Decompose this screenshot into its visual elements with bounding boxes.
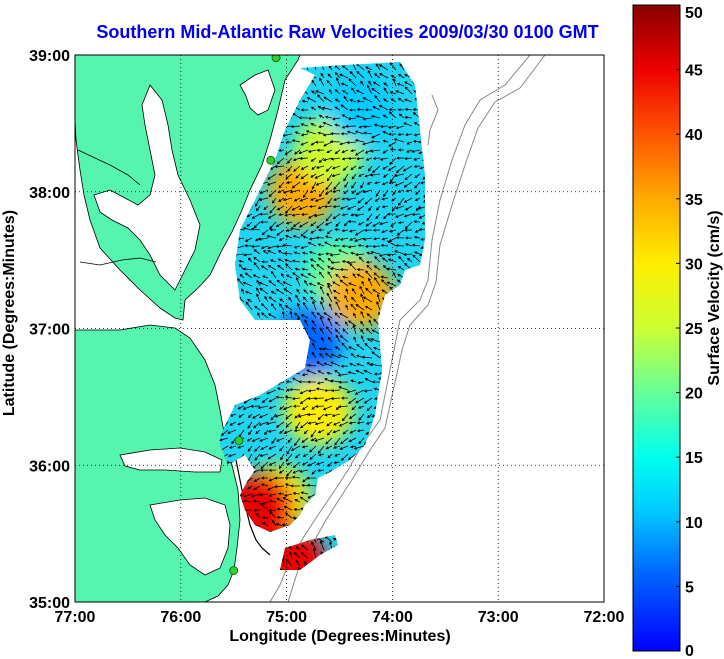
- land-mass-north: [75, 55, 301, 321]
- x-tick-label: 77:00: [55, 609, 96, 626]
- colorbar-tick-label: 40: [685, 127, 703, 144]
- hf-radar-station-marker[interactable]: [266, 155, 276, 165]
- hf-radar-station-marker[interactable]: [229, 566, 239, 575]
- y-tick-label: 39:00: [29, 48, 70, 65]
- x-tick-label: 72:00: [584, 609, 625, 626]
- colorbar-tick-label: 25: [685, 321, 703, 338]
- x-axis-label: Longitude (Degrees:Minutes): [229, 628, 450, 645]
- y-tick-label: 37:00: [29, 322, 70, 339]
- chart-title: Southern Mid-Atlantic Raw Velocities 200…: [96, 22, 599, 42]
- x-tick-label: 75:00: [266, 609, 307, 626]
- hf-radar-station-marker[interactable]: [234, 436, 244, 446]
- delaware-bay: [239, 69, 276, 116]
- x-tick-label: 73:00: [478, 609, 519, 626]
- colorbar: [632, 4, 681, 652]
- y-axis-label: Latitude (Degrees:Minutes): [1, 210, 18, 416]
- plot-frame: [74, 54, 605, 603]
- colorbar-tick-label: 20: [685, 386, 703, 403]
- x-tick-label: 74:00: [372, 609, 413, 626]
- colorbar-tick-label: 45: [685, 63, 703, 80]
- chesapeake-tributary-1: [77, 149, 141, 186]
- colorbar-tick-label: 10: [685, 515, 703, 532]
- x-tick-label: 76:00: [160, 609, 201, 626]
- pamlico-sound: [149, 497, 231, 576]
- colorbar-tick-label: 30: [685, 256, 703, 273]
- colorbar-tick-label: 5: [685, 579, 694, 596]
- hf-radar-station-marker[interactable]: [271, 54, 281, 63]
- y-tick-label: 36:00: [29, 458, 70, 475]
- velocity-patch: [284, 376, 353, 445]
- y-tick-label: 38:00: [29, 185, 70, 202]
- colorbar-tick-label: 15: [685, 450, 703, 467]
- y-tick-label: 35:00: [29, 595, 70, 612]
- colorbar-tick-label: 35: [685, 192, 703, 209]
- colorbar-label: Surface Velocity (cm/s): [706, 210, 723, 385]
- outer-banks: [231, 439, 271, 556]
- colorbar-tick-label: 0: [685, 643, 694, 659]
- albemarle-sound: [119, 447, 223, 473]
- chesapeake-tributary-2: [79, 257, 157, 266]
- colorbar-tick-label: 50: [685, 5, 703, 22]
- chesapeake-bay: [93, 84, 201, 291]
